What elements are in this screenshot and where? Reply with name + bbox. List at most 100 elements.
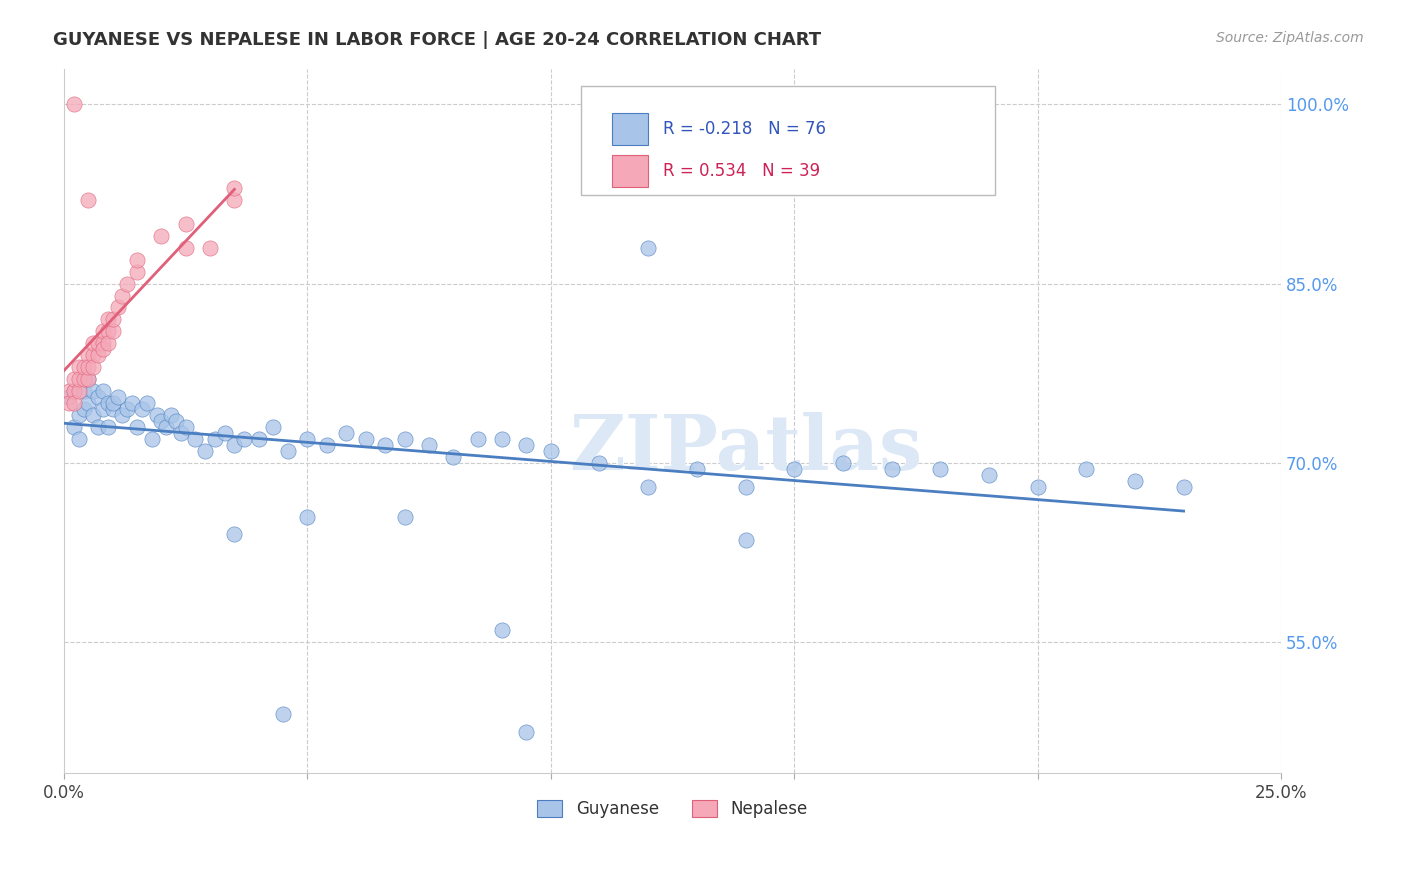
Point — [214, 425, 236, 440]
Point — [297, 509, 319, 524]
FancyBboxPatch shape — [581, 87, 995, 195]
Point — [394, 509, 416, 524]
Point — [224, 181, 246, 195]
Point — [67, 360, 90, 375]
Point — [87, 348, 110, 362]
Point — [72, 402, 94, 417]
Point — [131, 402, 153, 417]
Point — [1026, 480, 1049, 494]
Point — [111, 288, 134, 302]
Point — [160, 408, 183, 422]
Point — [637, 241, 659, 255]
Point — [91, 336, 114, 351]
Point — [262, 420, 284, 434]
Point — [194, 443, 217, 458]
Legend: Guyanese, Nepalese: Guyanese, Nepalese — [530, 794, 814, 825]
Point — [77, 348, 100, 362]
Point — [734, 480, 756, 494]
Text: R = 0.534   N = 39: R = 0.534 N = 39 — [662, 162, 820, 180]
Point — [184, 432, 207, 446]
Point — [929, 462, 952, 476]
Point — [107, 301, 129, 315]
Point — [831, 456, 853, 470]
Point — [121, 396, 143, 410]
Point — [686, 462, 709, 476]
Point — [111, 408, 134, 422]
Point — [97, 336, 120, 351]
Point — [101, 396, 124, 410]
Point — [135, 396, 157, 410]
Point — [637, 480, 659, 494]
Point — [467, 432, 489, 446]
FancyBboxPatch shape — [612, 113, 648, 145]
Point — [734, 533, 756, 548]
Point — [67, 408, 90, 422]
Point — [82, 360, 104, 375]
Point — [316, 438, 339, 452]
Point — [374, 438, 396, 452]
Point — [82, 384, 104, 398]
Point — [125, 420, 148, 434]
Point — [82, 348, 104, 362]
Point — [97, 420, 120, 434]
Point — [174, 241, 197, 255]
Point — [91, 402, 114, 417]
Point — [72, 372, 94, 386]
Point — [540, 443, 562, 458]
Point — [165, 414, 187, 428]
Point — [150, 228, 173, 243]
Point — [82, 336, 104, 351]
Point — [145, 408, 167, 422]
Text: R = -0.218   N = 76: R = -0.218 N = 76 — [662, 120, 825, 138]
Text: GUYANESE VS NEPALESE IN LABOR FORCE | AGE 20-24 CORRELATION CHART: GUYANESE VS NEPALESE IN LABOR FORCE | AG… — [53, 31, 821, 49]
Point — [515, 438, 537, 452]
Point — [150, 414, 173, 428]
Point — [91, 384, 114, 398]
Point — [77, 360, 100, 375]
Text: ZIPatlas: ZIPatlas — [569, 412, 922, 486]
Point — [125, 252, 148, 267]
Point — [174, 420, 197, 434]
Point — [335, 425, 357, 440]
Point — [141, 432, 163, 446]
Point — [224, 193, 246, 207]
Point — [247, 432, 270, 446]
Point — [394, 432, 416, 446]
Point — [62, 396, 84, 410]
Point — [101, 402, 124, 417]
Point — [72, 384, 94, 398]
Point — [880, 462, 903, 476]
Point — [77, 372, 100, 386]
Point — [155, 420, 177, 434]
Point — [97, 396, 120, 410]
Point — [82, 408, 104, 422]
Point — [1123, 474, 1146, 488]
Point — [443, 450, 465, 464]
Point — [77, 396, 100, 410]
Point — [87, 420, 110, 434]
Point — [62, 97, 84, 112]
Point — [125, 265, 148, 279]
Point — [87, 336, 110, 351]
Point — [297, 432, 319, 446]
Point — [233, 432, 256, 446]
Text: Source: ZipAtlas.com: Source: ZipAtlas.com — [1216, 31, 1364, 45]
Point — [174, 217, 197, 231]
Point — [67, 372, 90, 386]
Point — [354, 432, 377, 446]
Point — [977, 467, 1000, 482]
Point — [91, 324, 114, 338]
Point — [97, 324, 120, 338]
Point — [62, 372, 84, 386]
Point — [117, 277, 139, 291]
Point — [101, 324, 124, 338]
Point — [117, 402, 139, 417]
Point — [77, 193, 100, 207]
Point — [62, 384, 84, 398]
Point — [91, 343, 114, 357]
Point — [67, 384, 90, 398]
Point — [1173, 480, 1195, 494]
Point — [97, 312, 120, 326]
Point — [491, 432, 513, 446]
Point — [491, 623, 513, 637]
